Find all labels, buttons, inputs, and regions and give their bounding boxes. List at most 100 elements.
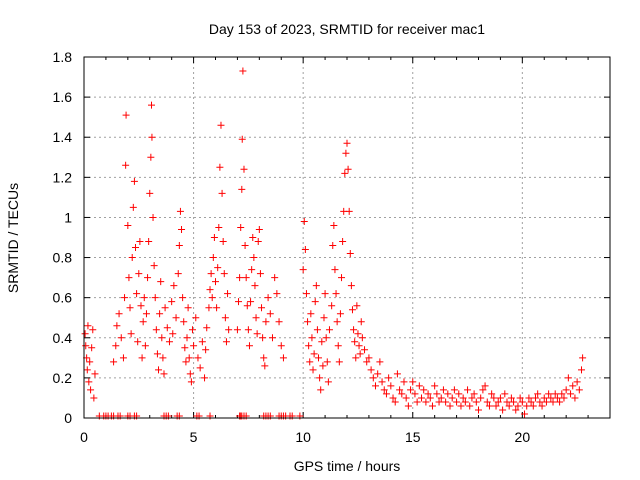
- data-point: [140, 294, 148, 302]
- data-point: [571, 394, 579, 402]
- data-point: [165, 338, 173, 346]
- data-point: [321, 290, 329, 298]
- data-point: [248, 266, 256, 274]
- data-point: [400, 378, 408, 386]
- data-point: [472, 398, 480, 406]
- data-point: [238, 185, 246, 193]
- data-point: [254, 238, 262, 246]
- data-point: [470, 390, 478, 398]
- data-point: [261, 362, 269, 370]
- data-point: [534, 390, 542, 398]
- data-point: [409, 378, 417, 386]
- data-point: [466, 402, 474, 410]
- data-point: [311, 298, 319, 306]
- data-point: [350, 326, 358, 334]
- data-point: [316, 374, 324, 382]
- data-point: [367, 366, 375, 374]
- data-point: [110, 358, 118, 366]
- data-point: [115, 310, 123, 318]
- data-point: [82, 342, 90, 350]
- data-point: [146, 189, 154, 197]
- data-point: [84, 322, 92, 330]
- data-point: [578, 366, 586, 374]
- data-point: [347, 282, 355, 290]
- data-point: [351, 338, 359, 346]
- data-point: [420, 386, 428, 394]
- data-point: [125, 274, 133, 282]
- data-point: [215, 223, 223, 231]
- data-point: [194, 354, 202, 362]
- data-point: [233, 326, 241, 334]
- x-tick-label: 10: [295, 429, 311, 445]
- data-point: [396, 386, 404, 394]
- data-point: [184, 304, 192, 312]
- data-point: [196, 364, 204, 372]
- data-point: [181, 344, 189, 352]
- data-point: [190, 342, 198, 350]
- data-point: [461, 398, 469, 406]
- data-point: [488, 390, 496, 398]
- data-point: [117, 334, 125, 342]
- data-point: [237, 223, 245, 231]
- data-point: [217, 121, 225, 129]
- data-point: [160, 370, 168, 378]
- data-point: [210, 234, 218, 241]
- data-point: [243, 302, 251, 310]
- data-point: [179, 294, 187, 302]
- data-point: [579, 354, 587, 362]
- data-point: [305, 342, 313, 350]
- y-tick-label: 1.2: [53, 169, 73, 185]
- data-point: [475, 406, 482, 414]
- data-point: [333, 318, 341, 326]
- data-point: [134, 338, 142, 346]
- data-point: [415, 382, 423, 390]
- data-point: [268, 334, 276, 342]
- data-point: [208, 294, 216, 302]
- data-point: [241, 242, 249, 250]
- data-point: [206, 286, 214, 294]
- plot-frame: [83, 56, 611, 419]
- data-point: [549, 398, 557, 406]
- data-point: [178, 225, 186, 233]
- data-point: [240, 165, 248, 173]
- data-point: [536, 398, 544, 406]
- data-point: [328, 302, 336, 310]
- data-point: [354, 330, 362, 338]
- data-point: [382, 390, 390, 398]
- data-point: [422, 398, 430, 406]
- data-point: [529, 402, 537, 410]
- data-point: [457, 402, 465, 410]
- data-point: [235, 298, 243, 306]
- data-point: [174, 270, 182, 278]
- data-point: [112, 342, 120, 350]
- data-point: [323, 358, 331, 366]
- data-point: [244, 326, 252, 334]
- data-point: [252, 314, 260, 322]
- data-point: [315, 354, 323, 362]
- data-point: [236, 274, 244, 282]
- data-point: [279, 354, 287, 362]
- data-point: [413, 398, 421, 406]
- data-point: [139, 318, 147, 326]
- data-point: [161, 304, 169, 312]
- data-point: [169, 330, 177, 338]
- data-point: [320, 314, 328, 322]
- data-point: [304, 318, 312, 326]
- data-point: [402, 394, 410, 402]
- data-point: [357, 318, 365, 326]
- data-point: [86, 358, 94, 366]
- data-point: [242, 274, 250, 282]
- data-point: [137, 302, 145, 310]
- y-tick-label: 0.2: [53, 370, 73, 386]
- chart-title: Day 153 of 2023, SRMTID for receiver mac…: [209, 21, 485, 37]
- data-point: [219, 238, 227, 246]
- data-point: [122, 161, 130, 169]
- data-point: [496, 394, 504, 402]
- data-point: [355, 342, 363, 350]
- data-point: [266, 310, 274, 318]
- data-point: [411, 390, 419, 398]
- data-point: [446, 402, 454, 410]
- data-point: [255, 225, 263, 233]
- y-axis-label: SRMTID / TECUs: [5, 183, 21, 293]
